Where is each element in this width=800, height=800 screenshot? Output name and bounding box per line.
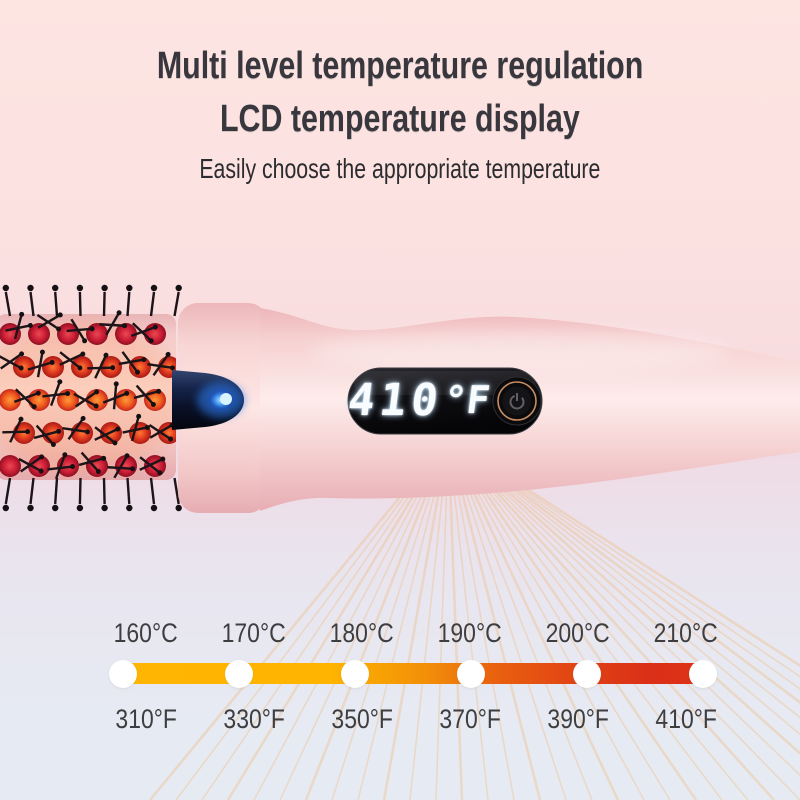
scale-dot	[457, 659, 485, 688]
fahrenheit-label: 330°F	[223, 704, 285, 734]
lcd-readout: 410 °F	[344, 368, 494, 432]
temperature-gradient-bar	[109, 659, 717, 688]
scale-dot	[573, 659, 601, 688]
title-line-1: Multi level temperature regulation	[156, 45, 644, 87]
led-core	[220, 393, 232, 405]
curling-brush-product	[0, 280, 800, 520]
fahrenheit-label: 390°F	[547, 704, 609, 734]
lcd-temperature-value: 410	[345, 374, 446, 426]
celsius-label: 180°C	[329, 618, 395, 648]
fahrenheit-label: 410°F	[655, 704, 717, 734]
heat-rays	[148, 455, 800, 800]
lcd-temperature-unit: °F	[441, 378, 493, 422]
fahrenheit-row: 310°F 330°F 350°F 370°F 390°F 410°F	[92, 704, 740, 734]
title-line-2: LCD temperature display	[220, 98, 580, 140]
subtitle: Easily choose the appropriate temperatur…	[199, 153, 601, 184]
banner-header: Multi level temperature regulation LCD t…	[0, 46, 800, 185]
celsius-label: 170°C	[221, 618, 287, 648]
power-icon	[509, 393, 525, 410]
celsius-label: 200°C	[545, 618, 611, 648]
fahrenheit-label: 350°F	[331, 704, 393, 734]
power-button	[492, 376, 542, 426]
scale-dot	[341, 659, 369, 688]
celsius-label: 190°C	[437, 618, 503, 648]
scale-dot	[109, 659, 137, 688]
fahrenheit-label: 370°F	[439, 704, 501, 734]
lcd-display	[347, 367, 543, 435]
scale-dot	[225, 659, 253, 688]
celsius-label: 210°C	[653, 618, 719, 648]
curling-brush-illustration	[0, 284, 800, 513]
celsius-label: 160°C	[113, 618, 179, 648]
heating-led-indicator	[172, 370, 245, 430]
celsius-row: 160°C 170°C 180°C 190°C 200°C 210°C	[92, 618, 740, 648]
fahrenheit-label: 310°F	[115, 704, 177, 734]
brush-bristles	[0, 284, 182, 512]
scale-dot	[689, 659, 717, 688]
